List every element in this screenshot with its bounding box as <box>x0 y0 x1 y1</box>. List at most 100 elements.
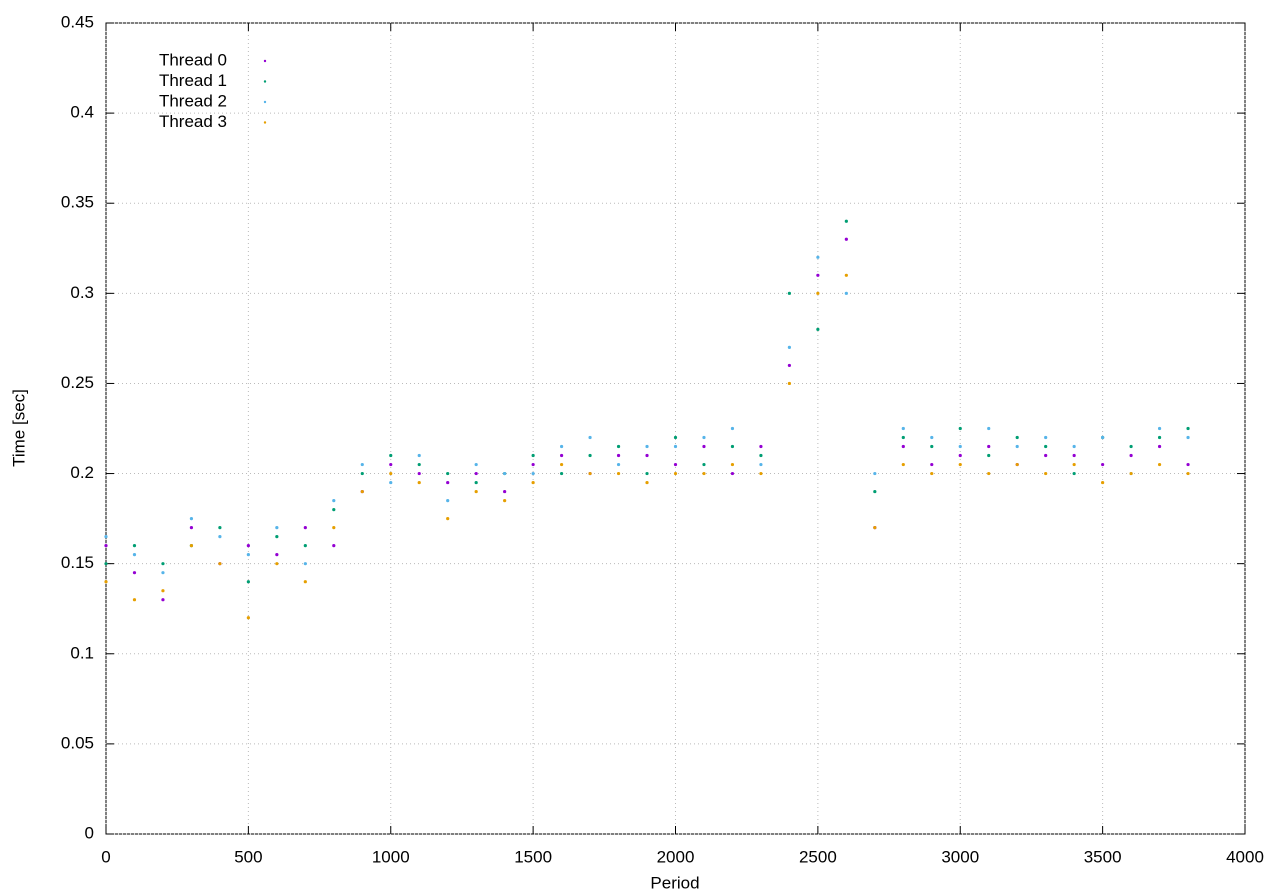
point <box>1044 471 1048 476</box>
point <box>417 480 421 485</box>
y-axis-label: Time [sec] <box>9 389 28 467</box>
point <box>1015 444 1019 449</box>
point <box>673 444 678 449</box>
point <box>189 526 194 530</box>
point <box>616 462 621 467</box>
point <box>673 435 678 440</box>
point <box>930 444 934 449</box>
point <box>958 444 962 449</box>
point <box>503 471 507 476</box>
point <box>588 435 592 440</box>
point <box>275 535 279 539</box>
point <box>588 471 592 476</box>
x-tick-label: 3000 <box>941 847 979 866</box>
legend-marker <box>263 80 267 83</box>
point <box>246 580 250 584</box>
point <box>730 471 735 476</box>
point <box>844 219 848 223</box>
point <box>816 255 820 259</box>
y-tick-label: 0.1 <box>70 643 94 662</box>
point <box>1072 453 1076 458</box>
point <box>1101 462 1105 467</box>
point <box>474 471 478 476</box>
legend-marker <box>263 100 267 104</box>
point <box>702 471 706 476</box>
point <box>1072 462 1076 467</box>
point <box>132 553 137 557</box>
point <box>132 544 137 548</box>
point <box>332 508 336 512</box>
point <box>816 273 820 277</box>
point <box>1101 480 1105 485</box>
point <box>389 471 393 476</box>
point <box>588 453 592 458</box>
x-axis-label: Period <box>650 873 699 892</box>
point <box>246 616 250 620</box>
point <box>958 453 962 458</box>
point <box>389 453 393 458</box>
point <box>702 462 706 467</box>
point <box>104 535 108 539</box>
point <box>759 453 763 458</box>
x-tick-label: 0 <box>101 847 110 866</box>
point <box>1186 426 1190 431</box>
point <box>161 562 165 566</box>
point <box>132 598 137 602</box>
point <box>1044 435 1048 440</box>
point <box>1072 444 1076 449</box>
point <box>673 471 678 476</box>
point <box>332 544 336 548</box>
point <box>873 471 877 476</box>
y-tick-label: 0 <box>85 823 94 842</box>
point <box>503 489 507 494</box>
point <box>787 291 792 295</box>
point <box>246 544 250 548</box>
point <box>1129 444 1133 449</box>
point <box>1186 471 1190 476</box>
point <box>901 435 905 440</box>
point <box>560 444 564 449</box>
point <box>218 526 222 530</box>
x-tick-label: 3500 <box>1084 847 1122 866</box>
point <box>1044 444 1048 449</box>
legend-label: Thread 3 <box>159 112 227 131</box>
point <box>702 444 706 449</box>
point <box>389 480 393 485</box>
point <box>816 291 820 295</box>
point <box>844 291 848 295</box>
point <box>844 273 848 277</box>
point <box>104 580 108 584</box>
point <box>303 562 307 566</box>
point <box>645 480 649 485</box>
x-tick-label: 4000 <box>1226 847 1264 866</box>
point <box>474 462 478 467</box>
point <box>1157 435 1162 440</box>
point <box>417 471 421 476</box>
x-tick-label: 500 <box>234 847 262 866</box>
point <box>531 462 535 467</box>
point <box>474 480 478 485</box>
y-tick-label: 0.45 <box>61 12 94 31</box>
point <box>360 462 364 467</box>
point <box>161 571 165 575</box>
point <box>246 553 250 557</box>
point <box>787 345 792 349</box>
point <box>531 471 535 476</box>
point <box>873 489 877 494</box>
y-tick-label: 0.4 <box>70 103 94 122</box>
point <box>417 462 421 467</box>
point <box>446 517 450 521</box>
point <box>503 498 507 503</box>
x-tick-label: 2000 <box>657 847 695 866</box>
point <box>987 453 991 458</box>
point <box>161 598 165 602</box>
point <box>958 462 962 467</box>
point <box>787 381 792 386</box>
y-tick-label: 0.2 <box>70 463 94 482</box>
point <box>275 562 279 566</box>
point <box>218 562 222 566</box>
legend-label: Thread 1 <box>159 71 227 90</box>
point <box>673 462 678 467</box>
legend-label: Thread 0 <box>159 50 227 69</box>
